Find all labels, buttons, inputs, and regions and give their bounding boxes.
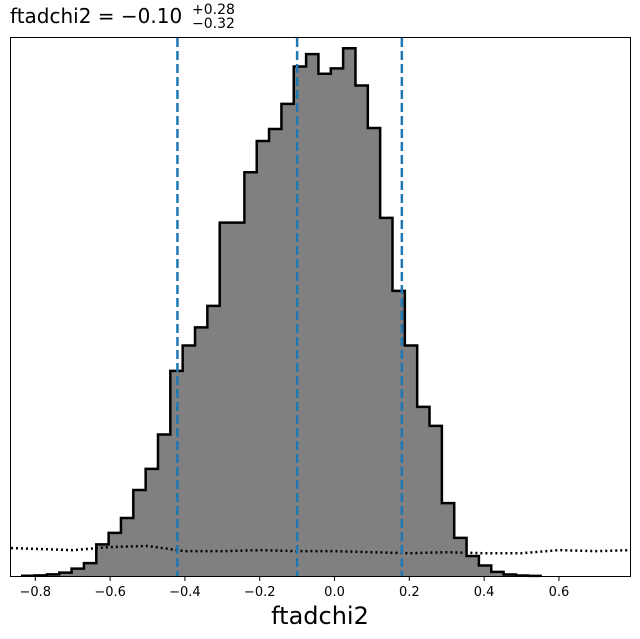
- plot-frame: [10, 37, 631, 577]
- histogram-bar: [293, 66, 307, 576]
- x-tick-label: 0.6: [549, 585, 570, 600]
- histogram-bar: [157, 434, 171, 576]
- x-tick-label: −0.6: [94, 585, 126, 600]
- plot-area: [10, 38, 631, 578]
- histogram-bar: [478, 565, 492, 576]
- chart-title-lower-error: −0.32: [192, 16, 235, 32]
- histogram-bar: [429, 425, 443, 576]
- histogram-bar: [59, 572, 72, 576]
- histogram-bar: [256, 140, 270, 576]
- chart-title-main: ftadchi2 = −0.10: [10, 4, 182, 28]
- histogram-bar: [232, 222, 245, 576]
- x-tick-label: 0.2: [399, 585, 420, 600]
- histogram-bar: [207, 305, 220, 576]
- x-axis-label: ftadchi2: [271, 602, 369, 630]
- histogram-bar: [195, 327, 208, 576]
- x-tick-label: 0.4: [474, 585, 495, 600]
- histogram-bar: [71, 568, 85, 576]
- histogram-bar: [108, 532, 122, 576]
- histogram-bar: [491, 571, 504, 576]
- histogram-bar: [380, 217, 393, 576]
- x-axis: −0.8 −0.6 −0.4 −0.2 0.0 0.2 0.4 0.6: [20, 576, 570, 600]
- histogram-bar: [83, 563, 97, 576]
- histogram-bar: [318, 73, 332, 576]
- histogram-bar: [367, 128, 381, 576]
- histogram-bar: [441, 503, 455, 576]
- histogram-bar: [392, 290, 406, 576]
- histogram-bar: [269, 128, 282, 576]
- histogram-bar: [454, 537, 467, 576]
- histogram-bar: [417, 406, 430, 576]
- histogram-bar: [244, 172, 258, 577]
- chart-title: ftadchi2 = −0.10 +0.28 −0.32: [10, 2, 235, 32]
- histogram-outline: [20, 46, 542, 578]
- histogram-bar: [96, 544, 109, 576]
- histogram-bar: [330, 68, 344, 577]
- histogram-bar: [145, 468, 159, 576]
- x-tick-label: 0.0: [324, 585, 345, 600]
- histogram-bar: [219, 222, 233, 576]
- x-tick-label: −0.8: [20, 585, 52, 600]
- x-tick-label: −0.4: [169, 585, 201, 600]
- histogram-bar: [466, 556, 480, 576]
- histogram-bar: [281, 103, 295, 577]
- histogram-bar: [306, 54, 319, 576]
- histogram-bar: [404, 345, 418, 576]
- histogram-bar: [182, 345, 196, 576]
- histogram-bar: [355, 85, 369, 577]
- histogram-bar: [133, 490, 146, 576]
- x-tick-label: −0.2: [244, 585, 276, 600]
- histogram-bar: [343, 48, 356, 577]
- chart-title-upper-error: +0.28: [192, 2, 235, 18]
